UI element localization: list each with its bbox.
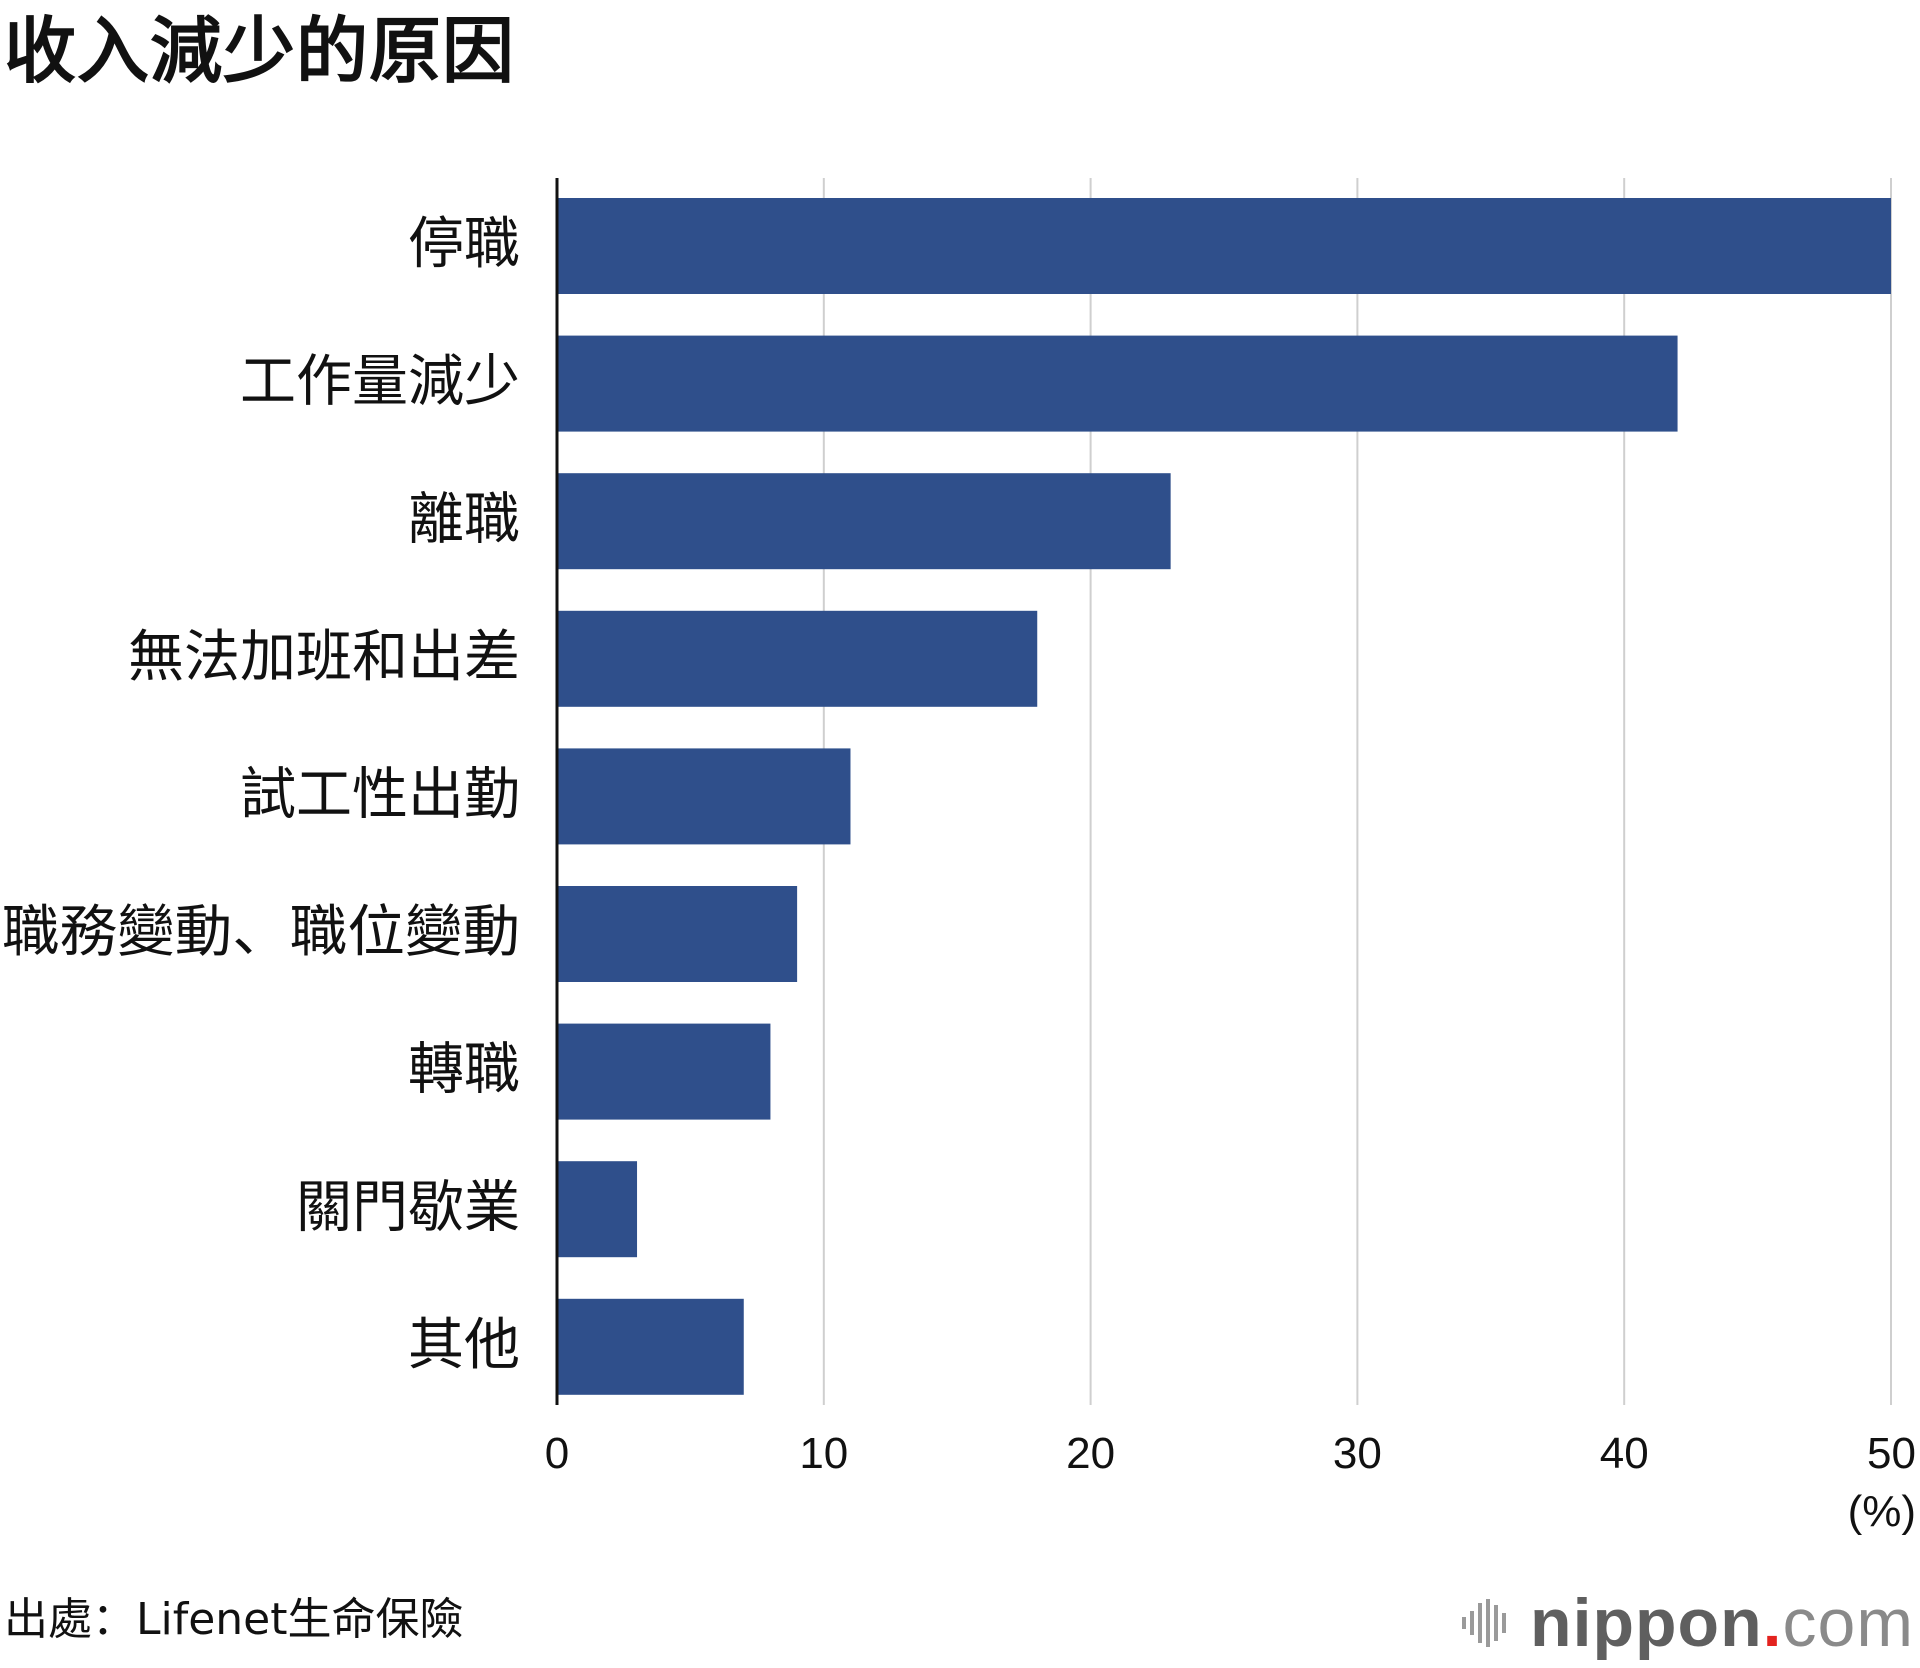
category-label: 停職 (408, 212, 520, 277)
logo-brand: nippon (1530, 1585, 1763, 1661)
bar (557, 473, 1171, 570)
x-tick-label: 0 (545, 1429, 569, 1478)
x-tick-label: 40 (1600, 1429, 1649, 1478)
logo-tld: com (1782, 1585, 1914, 1661)
bar (557, 610, 1038, 707)
x-tick-label: 30 (1333, 1429, 1382, 1478)
x-tick-label: 10 (799, 1429, 848, 1478)
bar (557, 1023, 771, 1120)
chart-title: 收入減少的原因 (4, 9, 516, 93)
category-label: 試工性出勤 (240, 763, 520, 828)
category-label: 轉職 (408, 1038, 520, 1103)
category-label: 職務變動、職位變動 (2, 900, 520, 965)
nippon-logo: nippon.com (1460, 1578, 1914, 1668)
bar (557, 335, 1678, 432)
category-label: 無法加班和出差 (128, 625, 520, 690)
logo-dot: . (1762, 1585, 1783, 1661)
logo-wordmark: nippon.com (1530, 1583, 1914, 1663)
bar (557, 1298, 744, 1395)
x-tick-label: 50 (1867, 1429, 1916, 1478)
category-label: 其他 (408, 1313, 520, 1378)
bar (557, 748, 851, 845)
bar (557, 198, 1891, 294)
category-label: 工作量減少 (240, 350, 520, 415)
category-label: 關門歇業 (296, 1175, 520, 1240)
bar (557, 886, 798, 982)
category-label: 離職 (408, 487, 520, 552)
sound-wave-icon (1462, 1599, 1507, 1647)
source-note: 出處：Lifenet生命保險 (4, 1594, 464, 1645)
bar (557, 1161, 638, 1258)
x-tick-label: 20 (1066, 1429, 1115, 1478)
x-unit-label: (%) (1848, 1487, 1916, 1536)
